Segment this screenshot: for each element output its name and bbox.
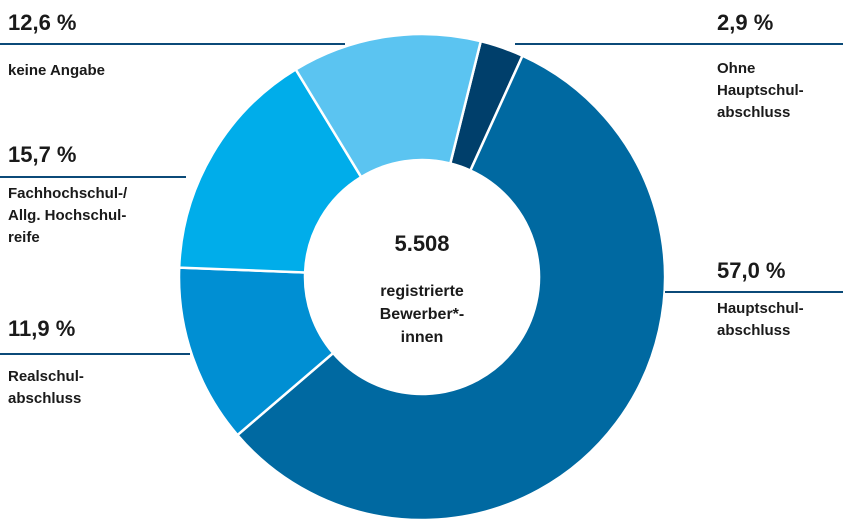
center-title: 5.508 [394,231,450,256]
category-label: keine Angabe [8,62,105,79]
value-label: 2,9 % [717,10,774,35]
category-label: Fachhochschul-/ Allg. Hochschul- reife [8,185,128,246]
value-label: 57,0 % [717,258,786,283]
slice [235,54,667,522]
category-label: Realschul- abschluss [8,368,84,407]
slice [293,32,483,179]
category-label: Hauptschul- abschluss [717,300,804,339]
center-label: registrierte Bewerber*- innen [379,283,465,346]
category-label: Ohne Hauptschul- abschluss [717,60,804,121]
value-label: 11,9 % [8,316,76,341]
value-label: 15,7 % [8,142,77,167]
slice [177,67,363,274]
value-label: 12,6 % [8,10,77,35]
